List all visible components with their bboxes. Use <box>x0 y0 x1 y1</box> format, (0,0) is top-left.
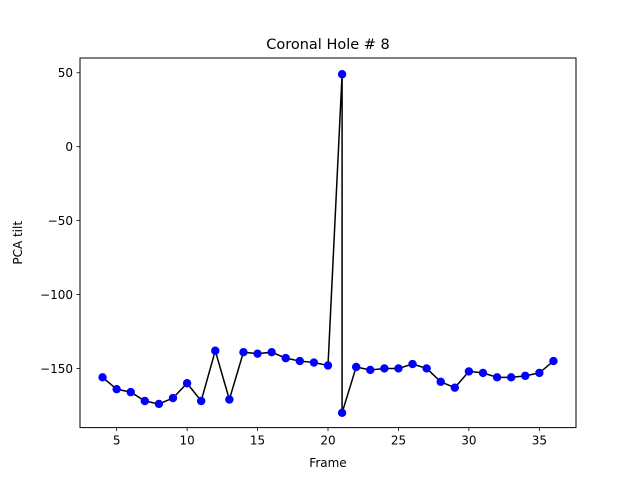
data-point <box>140 396 150 406</box>
data-point <box>549 356 558 366</box>
data-point <box>281 353 290 363</box>
y-tick-label: −100 <box>40 288 73 302</box>
y-tick-label: −50 <box>48 214 73 228</box>
data-point <box>168 393 178 403</box>
x-tick-label: 20 <box>320 434 335 448</box>
data-point <box>267 348 276 357</box>
data-point <box>351 362 361 372</box>
x-axis-label: Frame <box>309 456 346 470</box>
data-point <box>436 377 445 386</box>
data-point <box>478 368 488 378</box>
data-point <box>380 364 389 373</box>
x-tick-label: 35 <box>532 434 547 448</box>
series-line <box>102 74 554 414</box>
data-point <box>182 379 192 388</box>
data-point <box>337 70 347 79</box>
data-point <box>196 396 206 406</box>
data-point <box>225 395 234 404</box>
x-tick-label: 25 <box>391 434 406 448</box>
data-point <box>394 364 403 373</box>
x-tick-label: 30 <box>461 434 476 448</box>
y-tick-label: 0 <box>65 140 73 154</box>
y-tick-label: 50 <box>58 66 73 80</box>
x-tick-label: 5 <box>113 434 121 448</box>
y-tick-label: −150 <box>40 362 73 376</box>
data-point <box>239 348 248 357</box>
data-point <box>464 367 474 376</box>
data-point <box>408 359 417 369</box>
x-tick-label: 15 <box>250 434 265 448</box>
chart-title: Coronal Hole # 8 <box>266 37 390 53</box>
data-point <box>253 349 262 358</box>
data-point <box>492 373 502 382</box>
data-point <box>422 364 431 373</box>
x-axis-ticks: 5 10 15 20 25 30 35 <box>113 427 547 448</box>
data-point <box>154 399 164 409</box>
data-point <box>295 356 305 366</box>
data-point <box>366 365 375 375</box>
data-point <box>506 373 516 382</box>
series-points-group <box>98 70 558 418</box>
data-point <box>337 408 347 418</box>
y-axis-label: PCA tilt <box>11 221 25 265</box>
series-line-group <box>102 74 554 414</box>
data-point <box>323 361 333 370</box>
y-axis-ticks: 50 0 −50 −100 −150 <box>40 66 80 376</box>
plot-background <box>80 58 576 428</box>
data-point <box>126 387 135 397</box>
data-point <box>521 371 530 381</box>
x-tick-label: 10 <box>179 434 194 448</box>
data-point <box>535 368 544 378</box>
data-point <box>211 346 220 355</box>
plot-frame <box>79 57 577 429</box>
data-point <box>450 383 460 392</box>
data-point <box>112 384 121 394</box>
data-point <box>309 358 319 367</box>
data-point <box>98 373 107 382</box>
